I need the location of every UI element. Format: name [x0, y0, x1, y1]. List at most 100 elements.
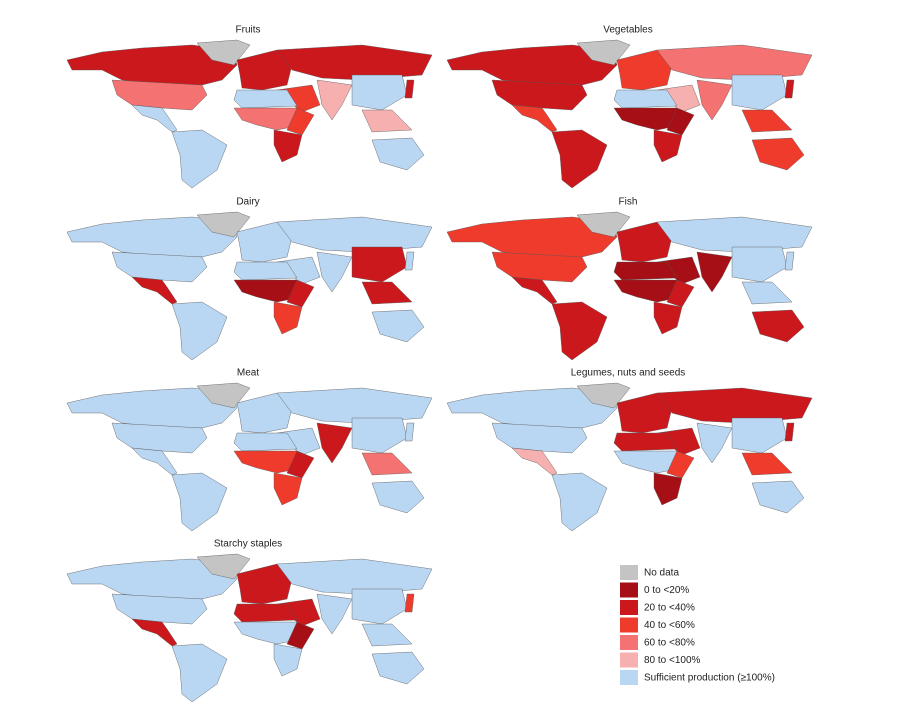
- map-panel: Legumes, nuts and seeds: [446, 368, 813, 532]
- region: [273, 129, 303, 163]
- region: [66, 216, 238, 258]
- map-panel: Starchy staples: [66, 539, 433, 703]
- region: [404, 251, 415, 271]
- region: [361, 281, 413, 305]
- region: [551, 301, 608, 361]
- legend-label: 20 to <40%: [644, 603, 695, 614]
- region: [111, 422, 208, 454]
- region: [273, 472, 303, 506]
- region: [371, 309, 425, 343]
- region: [316, 422, 353, 464]
- region: [656, 216, 813, 253]
- map-panel: Vegetables: [446, 25, 813, 189]
- legend-label: 0 to <20%: [644, 585, 689, 596]
- region: [731, 246, 788, 283]
- legend-swatch: [620, 635, 638, 650]
- region: [576, 382, 631, 409]
- region: [351, 588, 408, 625]
- region: [233, 603, 298, 623]
- region: [446, 44, 618, 86]
- legend-label: 60 to <80%: [644, 638, 695, 649]
- legend-label: Sufficient production (≥100%): [644, 673, 775, 684]
- panel-title: Meat: [237, 368, 259, 379]
- region: [696, 422, 733, 464]
- region: [171, 472, 228, 532]
- region: [576, 211, 631, 238]
- region: [276, 44, 433, 81]
- legend-swatch: [620, 652, 638, 668]
- region: [653, 129, 683, 163]
- region: [404, 79, 415, 99]
- region: [131, 618, 178, 647]
- region: [404, 422, 415, 442]
- map-panel: Fruits: [66, 25, 433, 189]
- map-panel: Dairy: [66, 197, 433, 361]
- region: [66, 558, 238, 600]
- legend-label: No data: [644, 568, 679, 579]
- region: [171, 301, 228, 361]
- region: [196, 553, 251, 580]
- panel-title: Fish: [619, 197, 638, 208]
- region: [171, 129, 228, 189]
- region: [731, 74, 788, 111]
- legend-label: 40 to <60%: [644, 620, 695, 631]
- region: [316, 251, 353, 293]
- region: [273, 301, 303, 335]
- panel-title: Legumes, nuts and seeds: [571, 368, 686, 379]
- region: [696, 251, 733, 293]
- panel-title: Dairy: [236, 197, 259, 208]
- region: [233, 261, 298, 281]
- legend-label: 80 to <100%: [644, 655, 701, 666]
- map-panel: Fish: [446, 197, 813, 361]
- region: [371, 480, 425, 514]
- region: [131, 447, 178, 476]
- region: [656, 44, 813, 81]
- region: [111, 593, 208, 625]
- legend-swatch: [620, 600, 638, 615]
- legend-swatch: [620, 670, 638, 685]
- region: [491, 251, 588, 283]
- region: [613, 89, 678, 109]
- panel-title: Vegetables: [603, 25, 653, 36]
- region: [273, 643, 303, 677]
- region: [233, 432, 298, 452]
- region: [361, 109, 413, 133]
- region: [576, 39, 631, 66]
- region: [741, 109, 793, 133]
- region: [551, 129, 608, 189]
- region: [371, 137, 425, 171]
- region: [784, 422, 795, 442]
- panel-title: Starchy staples: [214, 539, 282, 550]
- region: [511, 276, 558, 305]
- region: [316, 593, 353, 635]
- region: [731, 417, 788, 454]
- legend-swatch: [620, 617, 638, 633]
- region: [551, 472, 608, 532]
- region: [613, 261, 678, 281]
- region: [66, 387, 238, 429]
- region: [131, 276, 178, 305]
- region: [751, 480, 805, 514]
- legend: No data 0 to <20% 20 to <40% 40 to <60% 60 t…: [620, 565, 775, 685]
- region: [171, 643, 228, 703]
- region: [276, 558, 433, 595]
- region: [741, 452, 793, 476]
- region: [361, 623, 413, 647]
- region: [656, 387, 813, 424]
- region: [446, 216, 618, 258]
- region: [511, 447, 558, 476]
- region: [196, 211, 251, 238]
- region: [351, 74, 408, 111]
- region: [751, 309, 805, 343]
- region: [491, 79, 588, 111]
- region: [361, 452, 413, 476]
- region: [784, 79, 795, 99]
- region: [276, 216, 433, 253]
- region: [751, 137, 805, 171]
- legend-swatch: [620, 565, 638, 580]
- region: [131, 104, 178, 133]
- region: [741, 281, 793, 305]
- region: [66, 44, 238, 86]
- region: [491, 422, 588, 454]
